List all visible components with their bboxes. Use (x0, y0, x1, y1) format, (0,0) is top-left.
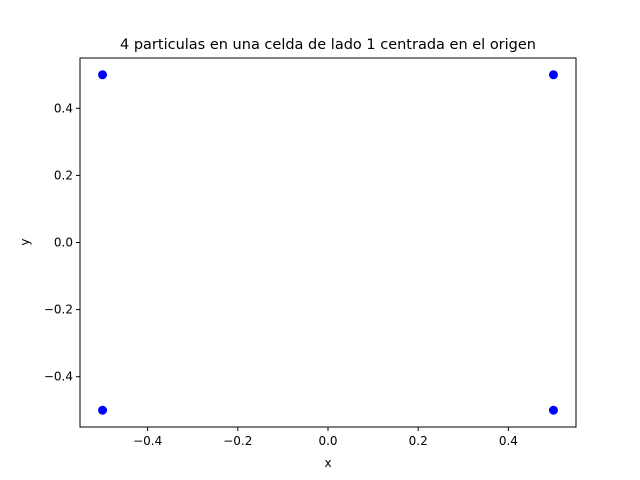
chart-title: 4 particulas en una celda de lado 1 cent… (120, 37, 536, 53)
data-point (98, 405, 108, 415)
y-axis-label: y (18, 238, 32, 245)
x-tick-label: 0.2 (409, 434, 428, 448)
data-points (98, 70, 558, 415)
x-tick-label: 0.0 (318, 434, 337, 448)
y-tick-label: 0.2 (54, 168, 73, 182)
data-point (548, 405, 558, 415)
x-tick-label: −0.4 (133, 434, 162, 448)
y-tick-label: 0.4 (54, 101, 73, 115)
y-tick-label: 0.0 (54, 236, 73, 250)
y-axis: −0.4 −0.2 0.0 0.2 0.4 (44, 101, 80, 384)
x-tick-label: 0.4 (499, 434, 518, 448)
y-tick-label: −0.2 (44, 303, 73, 317)
x-tick-label: −0.2 (223, 434, 252, 448)
data-point (98, 70, 108, 80)
data-point (548, 70, 558, 80)
x-axis: −0.4 −0.2 0.0 0.2 0.4 (133, 427, 518, 448)
x-axis-label: x (324, 456, 331, 470)
y-tick-label: −0.4 (44, 370, 73, 384)
plot-frame (79, 57, 577, 428)
